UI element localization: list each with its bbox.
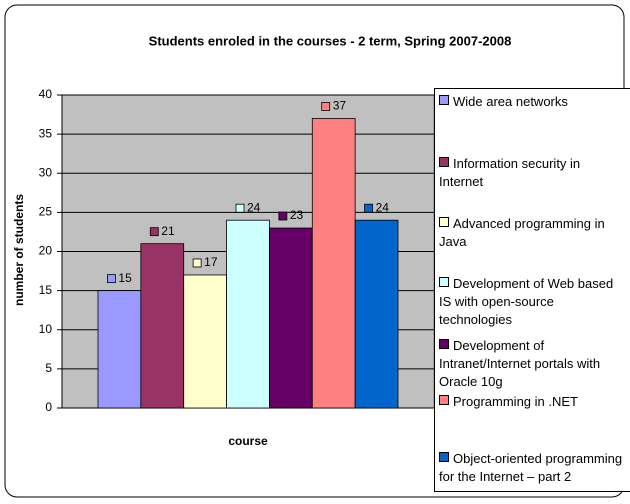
y-tick-label: 40 [39,87,53,101]
bar [226,219,270,409]
legend: Wide area networks Information security i… [434,88,630,492]
legend-entry: Development of Web based IS with open-so… [439,275,624,329]
legend-entry: Development of Intranet/Internet portals… [439,337,624,391]
bar [183,274,227,409]
data-label: 37 [333,99,347,113]
bar [311,118,356,409]
y-tick-label: 10 [39,322,53,336]
data-label-key [278,211,288,221]
legend-label: Development of Intranet/Internet portals… [439,338,601,389]
data-label-key [235,203,245,213]
data-label: 21 [161,224,175,238]
y-tick-label: 35 [39,126,53,140]
data-label-key [107,274,116,284]
legend-swatch [439,157,449,167]
bar [97,290,142,409]
y-tick-label: 25 [39,205,53,219]
legend-label: Development of Web based IS with open-so… [439,276,614,327]
y-axis-title: number of students [12,194,26,306]
chart-title: Students enroled in the courses - 2 term… [149,33,512,48]
y-tick-label: 15 [39,283,53,297]
legend-swatch [439,395,449,405]
legend-entry: Object-oriented programming for the Inte… [439,450,624,486]
data-label: 24 [247,200,261,214]
data-label: 17 [204,255,218,269]
legend-entry: Wide area networks [439,93,624,111]
legend-entry: Advanced programming in Java [439,215,624,251]
y-tick-label: 30 [39,165,53,179]
x-axis-title: course [228,434,268,448]
legend-label: Object-oriented programming for the Inte… [439,451,623,484]
legend-label: Programming in .NET [453,394,578,409]
y-tick-label: 5 [45,361,52,375]
data-label-key [192,258,202,268]
legend-entry: Information security in Internet [439,155,624,191]
legend-swatch [439,277,449,287]
data-label: 24 [376,200,390,214]
data-label-key [364,203,373,213]
data-label-key [321,102,331,111]
legend-swatch [439,95,449,105]
legend-label: Information security in Internet [439,156,581,189]
legend-label: Advanced programming in Java [439,216,605,249]
data-label: 15 [118,271,132,285]
legend-swatch [439,452,449,462]
bar [269,227,313,409]
legend-label: Wide area networks [453,94,568,109]
y-tick-label: 20 [39,244,53,258]
bar [354,219,399,409]
bar [140,243,185,409]
data-label: 23 [290,208,304,222]
legend-swatch [439,217,449,227]
legend-swatch [439,339,449,349]
data-label-key [149,227,159,237]
legend-entry: Programming in .NET [439,393,624,411]
y-tick-label: 0 [45,400,52,414]
